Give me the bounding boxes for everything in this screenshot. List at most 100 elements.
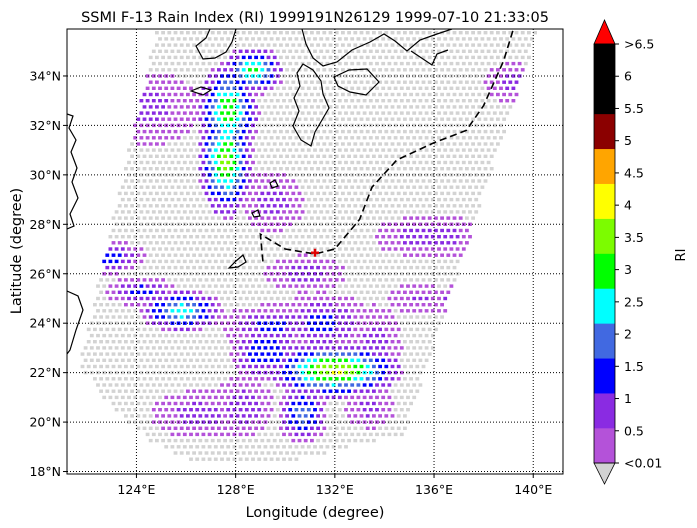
swath-pixel (93, 327, 97, 332)
swath-pixel (80, 352, 85, 356)
swath-pixel (223, 43, 227, 47)
swath-pixel (415, 55, 420, 60)
swath-pixel (117, 340, 122, 344)
swath-pixel (244, 61, 249, 66)
swath-pixel (306, 235, 311, 239)
swath-pixel (201, 457, 206, 461)
swath-pixel (254, 92, 258, 97)
swath-pixel (300, 197, 305, 202)
swath-pixel (353, 80, 358, 84)
swath-pixel (111, 327, 116, 332)
swath-pixel (328, 105, 333, 109)
swath-pixel (297, 142, 302, 146)
swath-pixel (334, 327, 339, 332)
swath-pixel (117, 265, 122, 270)
swath-pixel (396, 253, 401, 257)
swath-pixel (409, 228, 413, 233)
swath-pixel (316, 426, 320, 430)
swath-pixel (403, 191, 407, 196)
swath-pixel (195, 395, 200, 400)
swath-pixel (279, 340, 283, 344)
swath-pixel (99, 389, 103, 393)
swath-pixel (390, 327, 395, 332)
swath-pixel (220, 408, 224, 412)
swath-pixel (127, 395, 131, 400)
swath-pixel (139, 222, 144, 226)
swath-pixel (226, 160, 231, 165)
swath-pixel (319, 235, 324, 239)
swath-pixel (508, 43, 513, 47)
swath-pixel (282, 136, 286, 140)
swath-pixel (325, 383, 330, 387)
swath-pixel (303, 216, 308, 220)
y-tick-label: 24°N (29, 316, 61, 331)
swath-pixel (325, 49, 330, 53)
swath-pixel (297, 340, 302, 344)
swath-pixel (244, 235, 249, 239)
swath-pixel (465, 117, 469, 121)
swath-pixel (446, 43, 451, 47)
swath-pixel (375, 235, 379, 239)
swath-pixel (229, 80, 234, 84)
swath-pixel (210, 414, 215, 418)
swath-pixel (393, 197, 398, 202)
swath-pixel (148, 340, 153, 344)
swath-pixel (111, 241, 116, 245)
swath-pixel (266, 31, 271, 35)
swath-pixel (139, 185, 144, 189)
swath-pixel (186, 68, 190, 72)
swath-pixel (331, 284, 336, 288)
swath-pixel (474, 61, 479, 66)
swath-pixel (396, 303, 401, 307)
swath-pixel (499, 99, 503, 103)
swath-pixel (418, 197, 423, 202)
swath-pixel (210, 142, 215, 146)
colorbar-tick-label: 5.5 (624, 101, 644, 116)
swath-pixel (446, 92, 451, 97)
swath-pixel (279, 364, 283, 369)
swath-pixel (303, 389, 308, 393)
swath-pixel (244, 370, 249, 375)
x-tick-label: 136°E (415, 482, 453, 497)
swath-pixel (378, 340, 382, 344)
swath-pixel (93, 315, 97, 319)
swath-pixel (179, 105, 184, 109)
swath-pixel (387, 309, 392, 313)
swath-pixel (322, 31, 327, 35)
swath-pixel (421, 327, 426, 332)
swath-pixel (229, 241, 234, 245)
swath-pixel (173, 216, 178, 220)
swath-pixel (263, 49, 268, 53)
swath-pixel (269, 160, 274, 165)
swath-pixel (427, 290, 432, 294)
swath-pixel (161, 265, 165, 270)
swath-pixel (353, 278, 358, 282)
swath-pixel (117, 216, 122, 220)
swath-pixel (310, 167, 314, 171)
swath-pixel (477, 117, 482, 121)
swath-pixel (220, 247, 224, 251)
swath-pixel (223, 31, 227, 35)
swath-pixel (145, 395, 150, 400)
swath-pixel (207, 259, 212, 264)
swath-pixel (275, 284, 280, 288)
swath-pixel (241, 191, 246, 196)
swath-pixel (114, 296, 119, 301)
swath-pixel (291, 327, 296, 332)
swath-pixel (244, 272, 249, 276)
swath-pixel (368, 383, 373, 387)
swath-pixel (167, 377, 172, 381)
swath-pixel (499, 86, 503, 90)
swath-pixel (192, 426, 196, 430)
swath-pixel (142, 377, 147, 381)
swath-pixel (232, 74, 237, 78)
swath-pixel (294, 247, 299, 251)
swath-pixel (344, 185, 348, 189)
swath-pixel (139, 284, 144, 288)
swath-pixel (229, 31, 234, 35)
swath-pixel (347, 315, 351, 319)
swath-pixel (139, 333, 144, 338)
swath-pixel (294, 457, 299, 461)
swath-pixel (151, 235, 156, 239)
swath-pixel (260, 290, 265, 294)
